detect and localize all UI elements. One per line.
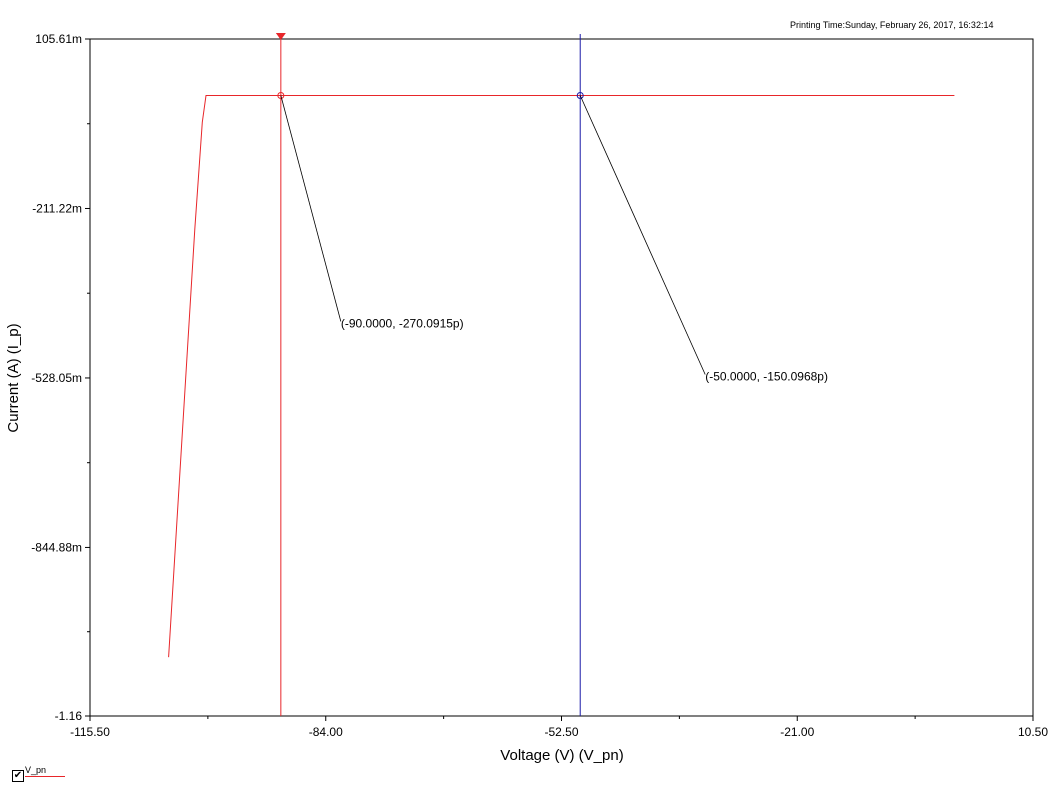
cursor-readout: (-90.0000, -270.0915p) xyxy=(341,316,464,330)
y-tick-label: -211.22m xyxy=(32,201,82,215)
legend-checkbox[interactable]: ✔ xyxy=(12,770,24,782)
printing-time: Printing Time:Sunday, February 26, 2017,… xyxy=(790,20,994,30)
y-tick-label: -1.16 xyxy=(55,709,83,723)
x-tick-label: -52.50 xyxy=(544,725,578,739)
cursor-leader xyxy=(280,95,342,322)
x-tick-label: 10.50 xyxy=(1018,725,1048,739)
x-tick-label: -84.00 xyxy=(309,725,343,739)
legend: ✔ V_pn xyxy=(10,765,70,785)
cursor-readout: (-50.0000, -150.0968p) xyxy=(705,369,828,383)
y-tick-label: -528.05m xyxy=(31,371,82,385)
legend-swatch xyxy=(25,776,65,777)
series-line-V_pn xyxy=(168,95,955,658)
y-axis-label: Current (A) (I_p) xyxy=(5,323,22,432)
cursor-leader xyxy=(579,95,706,375)
cursor-marker xyxy=(576,91,584,99)
y-tick-label: 105.61m xyxy=(35,32,82,46)
x-tick-label: -115.50 xyxy=(70,725,110,739)
legend-label: V_pn xyxy=(25,765,47,775)
plot-area-frame xyxy=(89,38,1034,717)
cursor-marker xyxy=(277,91,285,99)
cursor-handle xyxy=(275,33,286,40)
x-axis-label: Voltage (V) (V_pn) xyxy=(500,747,623,764)
y-tick-label: -844.88m xyxy=(31,540,82,554)
x-tick-label: -21.00 xyxy=(780,725,814,739)
